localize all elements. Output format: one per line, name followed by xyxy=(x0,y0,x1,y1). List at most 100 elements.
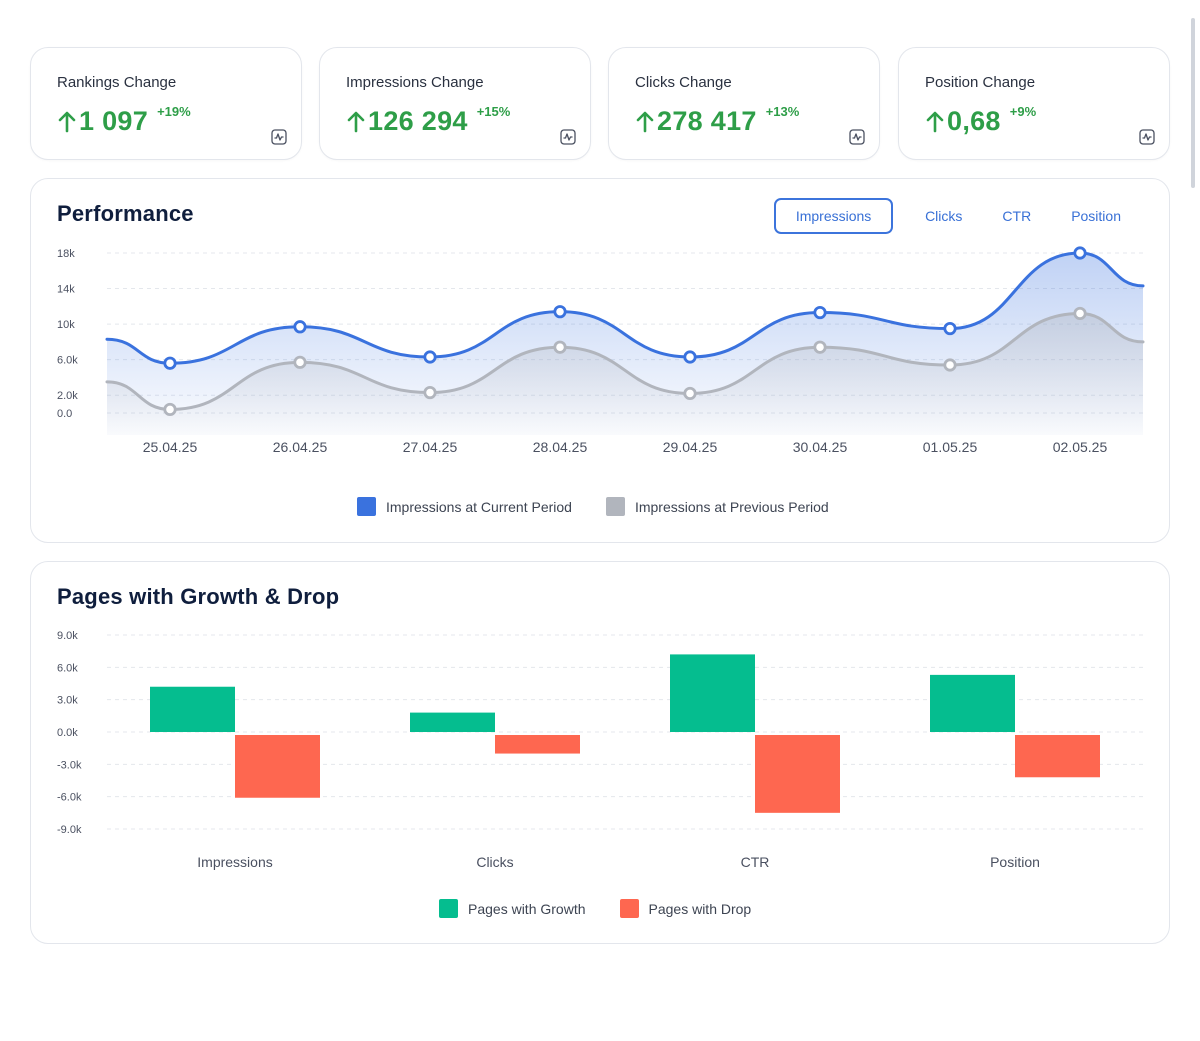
data-point xyxy=(1073,246,1087,260)
growth-drop-title: Pages with Growth & Drop xyxy=(57,584,340,609)
x-tick-label: 29.04.25 xyxy=(663,439,718,455)
x-tick-label: Clicks xyxy=(476,854,513,870)
tab-position[interactable]: Position xyxy=(1071,208,1121,224)
x-tick-label: 28.04.25 xyxy=(533,439,588,455)
kpi-title: Rankings Change xyxy=(57,74,177,91)
performance-chart: 18k 14k 10k 6.0k 2.0k 0.0 25.04.25 26.04.25 27.0… xyxy=(57,246,1145,455)
legend-swatch-current xyxy=(357,497,376,516)
bar-drop xyxy=(235,735,320,798)
x-tick-label: Position xyxy=(990,854,1040,870)
kpi-title: Position Change xyxy=(925,74,1036,91)
arrow-up-icon xyxy=(58,111,76,133)
data-point xyxy=(813,340,827,354)
x-tick-label: 26.04.25 xyxy=(273,439,328,455)
legend-swatch-previous xyxy=(605,497,625,516)
y-tick-label: 6.0k xyxy=(57,662,78,674)
data-point xyxy=(553,305,567,319)
x-tick-label: CTR xyxy=(741,854,770,870)
bar-drop xyxy=(1015,735,1100,778)
tab-ctr[interactable]: CTR xyxy=(1002,208,1032,224)
data-point xyxy=(423,350,437,364)
growth-drop-legend: Pages with Growth Pages with Drop xyxy=(439,899,751,918)
legend-swatch-growth xyxy=(439,899,458,918)
bar-drop xyxy=(495,735,580,754)
y-tick-label: 9.0k xyxy=(57,630,78,642)
bar-growth xyxy=(670,654,755,732)
kpi-value: 126 294 +15% xyxy=(346,104,511,136)
x-tick-label: 25.04.25 xyxy=(143,439,198,455)
series-line xyxy=(105,251,1145,365)
series-area xyxy=(107,313,1143,435)
x-tick-label: 27.04.25 xyxy=(403,439,458,455)
kpi-percent: +9% xyxy=(1009,104,1037,119)
kpi-card-rankings: Rankings Change 1 097 +19% xyxy=(30,47,302,160)
y-tick-label: 0.0 xyxy=(57,408,72,420)
bar-growth xyxy=(930,674,1015,732)
chart-line-icon[interactable] xyxy=(849,129,865,145)
kpi-percent: +13% xyxy=(765,104,800,119)
kpi-value: 0,68 +9% xyxy=(925,104,1037,136)
tab-impressions[interactable]: Impressions xyxy=(774,198,894,234)
arrow-up-icon xyxy=(926,111,944,133)
kpi-percent: +15% xyxy=(476,104,511,119)
kpi-card-impressions: Impressions Change 126 294 +15% xyxy=(319,47,591,160)
data-point xyxy=(293,320,307,334)
legend-previous[interactable]: Impressions at Previous Period xyxy=(605,497,829,516)
data-point xyxy=(293,355,307,369)
tab-clicks[interactable]: Clicks xyxy=(925,208,963,224)
legend-label: Impressions at Previous Period xyxy=(634,498,829,515)
data-point xyxy=(163,402,177,417)
kpi-title: Impressions Change xyxy=(346,74,484,91)
data-point xyxy=(1073,306,1087,321)
legend-drop[interactable]: Pages with Drop xyxy=(619,899,752,918)
kpi-number: 278 417 xyxy=(657,106,757,136)
y-tick-label: 3.0k xyxy=(57,695,78,707)
chart-line-icon[interactable] xyxy=(271,129,287,145)
y-tick-label: 10k xyxy=(57,319,75,331)
kpi-title: Clicks Change xyxy=(635,74,732,91)
y-tick-label: -6.0k xyxy=(57,792,82,804)
data-point xyxy=(943,321,957,336)
data-point xyxy=(683,386,697,401)
kpi-percent: +19% xyxy=(157,104,191,119)
y-tick-label: -9.0k xyxy=(57,824,82,836)
bar-growth xyxy=(150,686,235,732)
data-point xyxy=(553,340,567,354)
y-tick-label: 6.0k xyxy=(57,355,78,367)
growth-drop-chart: 9.0k 6.0k 3.0k 0.0k -3.0k -6.0k -9.0k Impressio… xyxy=(57,630,1143,870)
x-tick-label: 02.05.25 xyxy=(1053,439,1108,455)
legend-label: Impressions at Current Period xyxy=(386,498,572,515)
metric-tabs: Impressions Clicks CTR Position xyxy=(774,198,1141,234)
legend-label: Pages with Growth xyxy=(468,900,586,917)
y-tick-label: 18k xyxy=(57,248,75,260)
bar-drop xyxy=(755,735,840,813)
chart-line-icon[interactable] xyxy=(1139,129,1155,145)
kpi-number: 126 294 xyxy=(368,106,468,136)
kpi-value: 1 097 +19% xyxy=(57,104,191,136)
kpi-number: 1 097 xyxy=(79,106,149,136)
legend-current[interactable]: Impressions at Current Period xyxy=(357,497,572,516)
series-line xyxy=(105,311,1145,411)
y-tick-label: 14k xyxy=(57,284,75,296)
growth-drop-panel: Pages with Growth & Drop Pages with Grow… xyxy=(30,561,1170,944)
kpi-card-clicks: Clicks Change 278 417 +13% xyxy=(608,47,880,160)
x-tick-label: Impressions xyxy=(197,854,272,870)
bar-growth xyxy=(410,712,495,732)
kpi-card-position: Position Change 0,68 +9% xyxy=(898,47,1170,160)
data-point xyxy=(813,305,827,320)
legend-growth[interactable]: Pages with Growth xyxy=(439,899,586,918)
y-tick-label: 0.0k xyxy=(57,727,78,739)
legend-swatch-drop xyxy=(619,899,639,918)
performance-legend: Impressions at Current Period Impression… xyxy=(357,497,829,516)
chart-line-icon[interactable] xyxy=(560,129,576,145)
arrow-up-icon xyxy=(347,111,365,133)
performance-title: Performance xyxy=(57,201,194,226)
kpi-value: 278 417 +13% xyxy=(635,104,800,136)
legend-label: Pages with Drop xyxy=(648,900,752,917)
data-point xyxy=(163,356,177,370)
scrollbar-thumb[interactable] xyxy=(1191,18,1195,188)
x-tick-label: 01.05.25 xyxy=(923,439,978,455)
y-tick-label: 2.0k xyxy=(57,390,78,402)
data-point xyxy=(423,385,437,400)
